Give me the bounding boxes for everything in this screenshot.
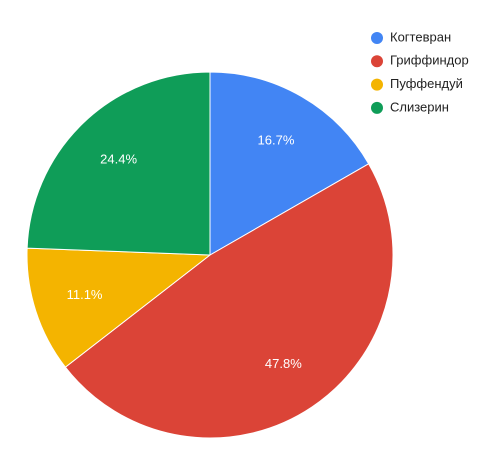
pie-slice (26, 71, 211, 256)
pie-slice (26, 247, 212, 368)
data-label: 24.4% (100, 152, 137, 167)
legend-label: Гриффиндор (390, 53, 469, 68)
data-label: 47.8% (265, 356, 302, 371)
legend-marker (371, 55, 383, 68)
legend-marker (371, 101, 383, 114)
legend-label: Пуффендуй (390, 76, 463, 91)
legend-marker (371, 32, 383, 44)
data-label: 16.7% (258, 132, 295, 147)
data-label: 11.1% (67, 287, 103, 302)
legend-marker (371, 78, 383, 91)
pie-slice (64, 163, 394, 439)
legend-label: Слизерин (390, 99, 449, 114)
legend-label: Когтевран (390, 29, 451, 44)
pie-slice (209, 71, 370, 256)
